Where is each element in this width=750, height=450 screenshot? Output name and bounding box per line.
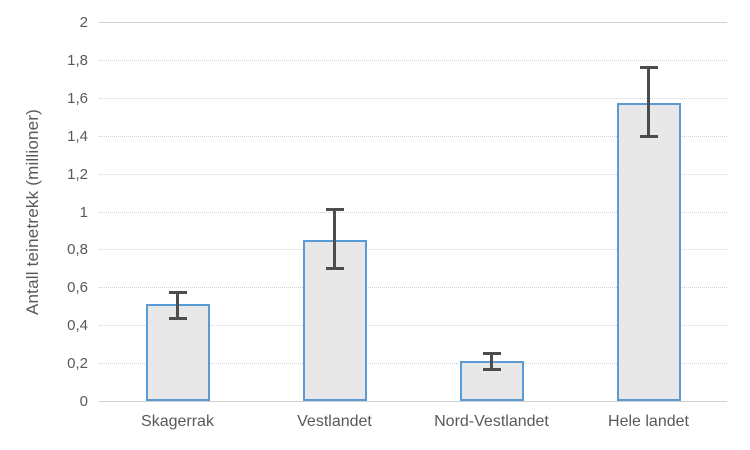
error-bar-cap-bottom [168,316,187,320]
error-bar-stem [333,207,336,271]
x-category-label-vestlandet: Vestlandet [297,413,372,430]
y-tick-label: 1,2 [67,165,88,183]
gridline [99,401,727,402]
error-bar-stem [176,291,179,320]
gridline [99,287,727,289]
error-bar-vestlandet [325,207,344,271]
y-tick-label: 0,4 [67,317,88,335]
error-bar-skagerrak [168,291,187,320]
y-tick-label: 2 [79,14,88,31]
error-bar-cap-bottom [482,367,501,371]
error-bar-cap-bottom [639,134,658,138]
error-bar-cap-bottom [325,267,344,271]
error-bar-cap-top [325,207,344,211]
y-tick-label: 1,4 [67,127,88,145]
y-tick-label: 0,6 [67,279,88,297]
y-tick-label: 0,8 [67,241,88,259]
error-bar-cap-top [639,65,658,69]
y-tick-label: 1,8 [67,51,88,69]
bar-hele-landet [616,103,681,401]
gridline [99,325,727,327]
x-category-label-nord-vestlandet: Nord-Vestlandet [434,413,549,430]
error-bar-hele-landet [639,65,658,138]
x-category-label-skagerrak: Skagerrak [141,413,214,430]
gridline [99,22,727,23]
gridline [99,97,727,99]
gridline [99,59,727,61]
y-tick-label: 1,6 [67,89,88,107]
gridline [99,173,727,175]
gridline [99,363,727,365]
x-category-label-hele-landet: Hele landet [608,413,689,430]
gridline [99,135,727,137]
error-bar-nord-vestlandet [482,351,501,371]
plot-area [99,22,727,402]
gridline [99,211,727,213]
y-tick-label: 0 [79,393,88,410]
error-bar-stem [490,351,493,371]
y-tick-label: 0,2 [67,355,88,373]
error-bar-stem [647,65,650,138]
gridline [99,249,727,251]
error-bar-cap-top [482,351,501,355]
error-bar-cap-top [168,291,187,295]
y-tick-label: 1 [79,203,88,221]
